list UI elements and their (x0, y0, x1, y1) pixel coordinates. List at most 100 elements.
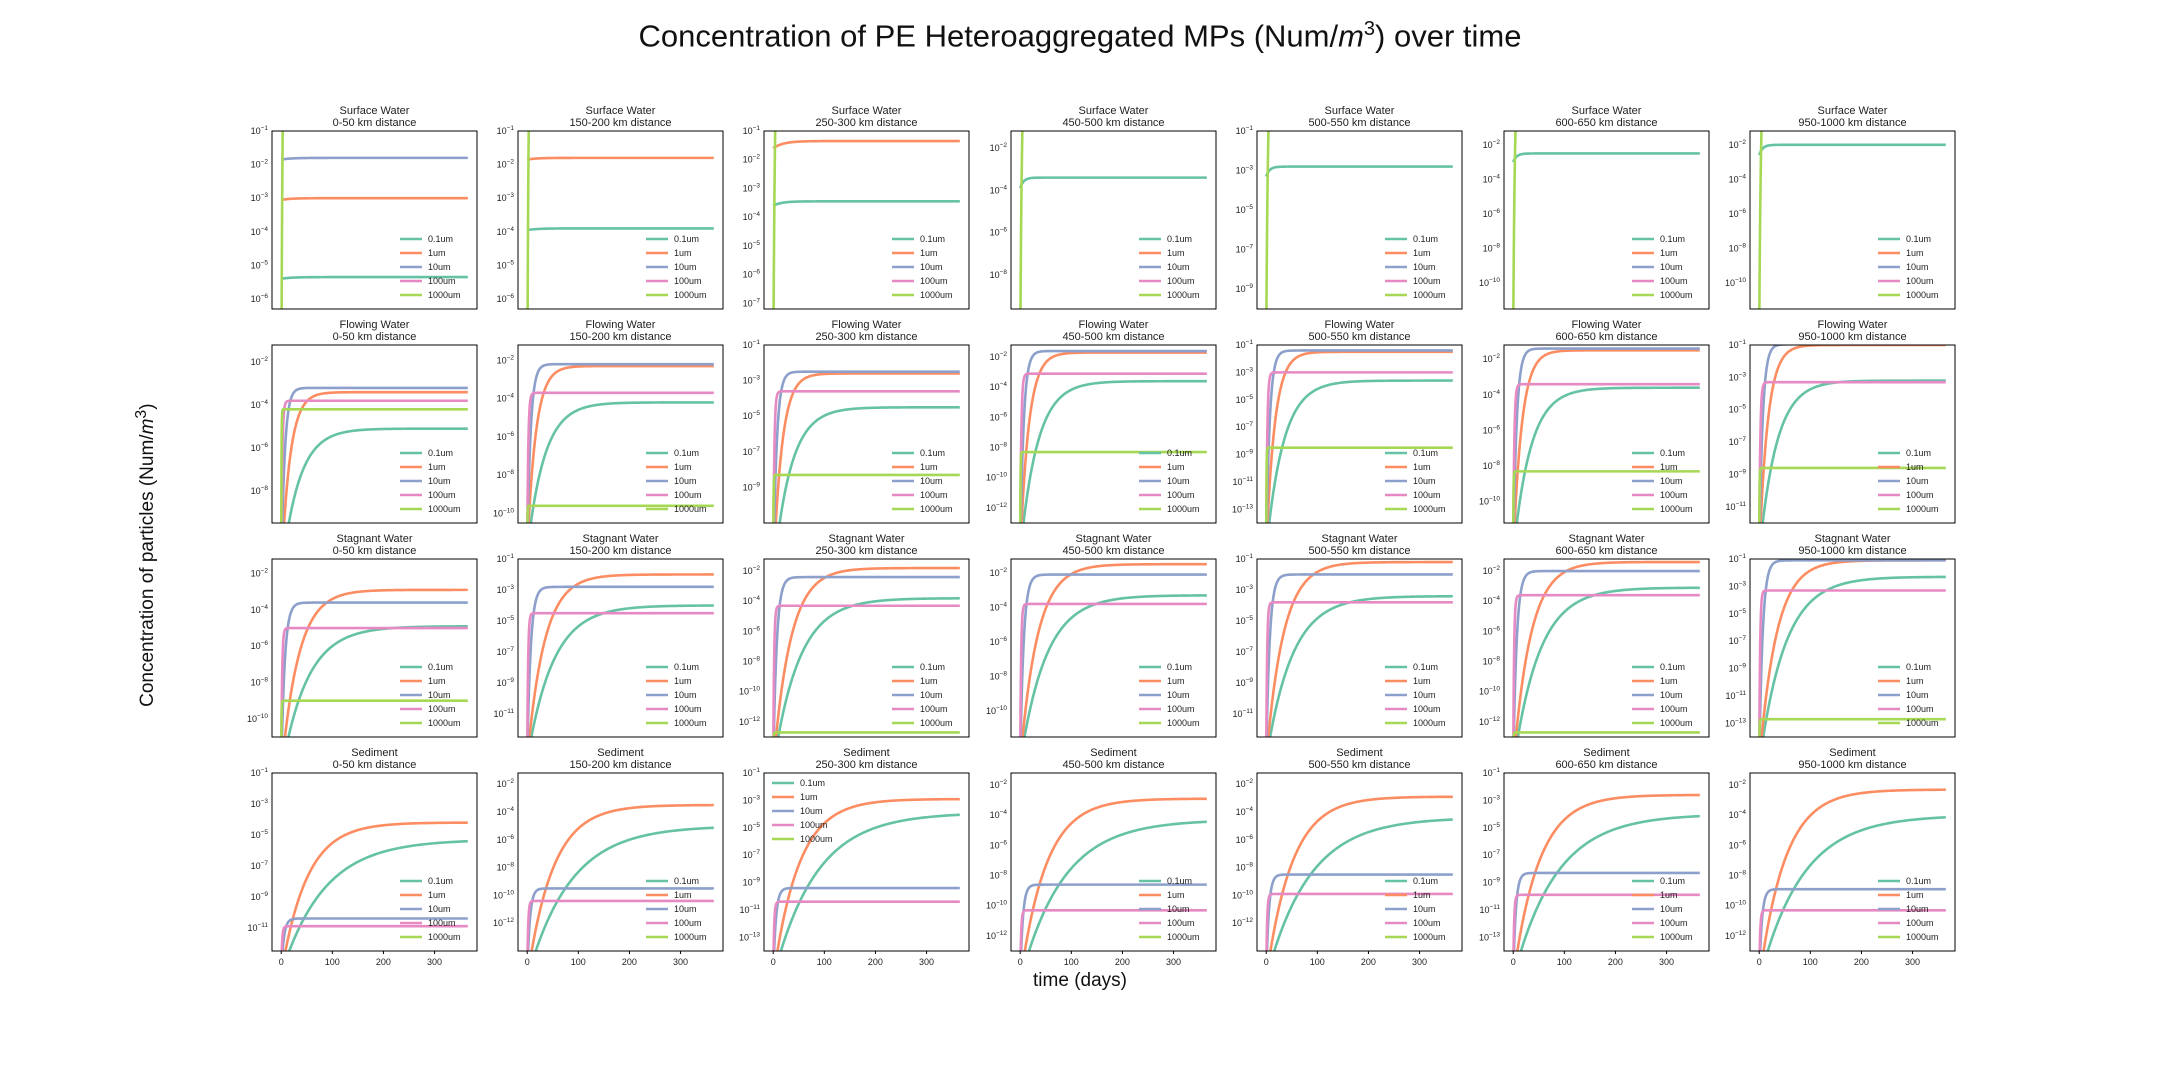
series-line-1um (1516, 793, 1700, 951)
y-tick-exponent: −8 (1493, 243, 1501, 250)
y-tick-label: 10−4 (251, 226, 269, 237)
series-line-100um (526, 611, 714, 737)
y-tick-label: 10−4 (1483, 595, 1501, 606)
y-tick-label: 10−2 (251, 159, 269, 170)
series-line-10um (772, 575, 960, 737)
x-tick-label: 300 (427, 957, 442, 967)
y-tick-exponent: −10 (1242, 889, 1253, 896)
series-line-1um (284, 821, 468, 951)
y-tick-label: 10−9 (1483, 877, 1501, 888)
y-tick-base: 10 (743, 823, 753, 833)
y-tick-label: 10−9 (1236, 677, 1254, 688)
legend: 0.1um 1um 10um 100um 1000um (1385, 234, 1446, 300)
axes-frame (763, 558, 970, 738)
legend-label-1um: 1um (1906, 676, 1924, 686)
y-tick-exponent: −4 (1000, 601, 1008, 608)
y-tick-exponent: −9 (1246, 449, 1254, 456)
y-tick-label: 10−6 (1729, 208, 1747, 219)
y-tick-exponent: −3 (261, 798, 269, 805)
figure-title-suffix: ) over time (1375, 18, 1522, 54)
y-tick-label: 10−3 (497, 584, 515, 595)
axes-frame (271, 772, 478, 952)
y-tick-label: 10−2 (1236, 778, 1254, 789)
series-line-100um (1265, 601, 1453, 737)
y-tick-exponent: −7 (753, 297, 761, 304)
legend: 0.1um 1um 10um 100um 1000um (1632, 662, 1693, 728)
y-tick-base: 10 (743, 411, 753, 421)
series-line-100um (772, 389, 960, 523)
axes-frame (763, 130, 970, 310)
y-tick-label: 10−4 (1483, 173, 1501, 184)
y-tick-base: 10 (251, 486, 261, 496)
series-line-0.1um (1027, 820, 1207, 951)
y-tick-exponent: −8 (261, 677, 269, 684)
y-tick-exponent: −10 (996, 705, 1007, 712)
y-tick-label: 10−10 (986, 472, 1007, 483)
legend-label-1um: 1um (1167, 248, 1185, 258)
y-tick-base: 10 (1483, 174, 1493, 184)
legend-label-1um: 1um (800, 792, 818, 802)
y-tick-base: 10 (497, 227, 507, 237)
legend-label-0.1um: 0.1um (1167, 234, 1192, 244)
y-tick-exponent: −11 (1242, 708, 1253, 715)
series-line-1um (280, 196, 468, 202)
y-tick-exponent: −1 (1246, 125, 1254, 132)
legend-label-1um: 1um (1167, 676, 1185, 686)
y-tick-base: 10 (990, 637, 1000, 647)
y-tick-base: 10 (497, 193, 507, 203)
y-tick-label: 10−2 (1483, 353, 1501, 364)
subplot-subtitle: 0-50 km distance (333, 759, 417, 771)
y-tick-exponent: −12 (1242, 917, 1253, 924)
y-tick-label: 10−5 (251, 829, 269, 840)
y-tick-label: 10−5 (1483, 822, 1501, 833)
series-line-0.1um (1766, 816, 1946, 951)
series-line-10um (1758, 887, 1946, 951)
legend-label-1um: 1um (1906, 462, 1924, 472)
series-line-1um (527, 364, 714, 523)
legend-label-0.1um: 0.1um (1906, 234, 1931, 244)
y-tick-exponent: −13 (1735, 717, 1746, 724)
y-tick-label: 10−12 (1232, 917, 1253, 928)
y-tick-label: 10−3 (1236, 366, 1254, 377)
x-tick-label: 100 (1310, 957, 1325, 967)
x-tick-label: 200 (868, 957, 883, 967)
y-tick-label: 10−1 (743, 339, 761, 350)
y-tick-base: 10 (739, 932, 749, 942)
series-line-1000um (526, 131, 531, 309)
y-tick-exponent: −7 (261, 860, 269, 867)
legend-label-100um: 100um (1167, 704, 1195, 714)
y-tick-exponent: −3 (753, 375, 761, 382)
y-tick-base: 10 (1483, 461, 1493, 471)
y-tick-label: 10−3 (1236, 584, 1254, 595)
y-tick-base: 10 (1483, 657, 1493, 667)
y-tick-exponent: −6 (753, 269, 761, 276)
y-tick-exponent: −7 (1493, 849, 1501, 856)
subplot-title: Sediment (351, 747, 397, 759)
y-tick-exponent: −7 (1246, 646, 1254, 653)
y-tick-exponent: −3 (1493, 794, 1501, 801)
y-tick-label: 10−2 (990, 567, 1008, 578)
y-tick-base: 10 (1729, 664, 1739, 674)
series-line-100um (1512, 382, 1700, 523)
legend-label-0.1um: 0.1um (428, 448, 453, 458)
legend-label-100um: 100um (674, 276, 702, 286)
series-group (280, 386, 468, 523)
y-tick-base: 10 (1236, 245, 1246, 255)
y-tick-label: 10−8 (990, 870, 1008, 881)
y-tick-label: 10−10 (493, 507, 514, 518)
y-tick-exponent: −6 (1000, 411, 1008, 418)
y-tick-base: 10 (1479, 687, 1489, 697)
legend-label-100um: 100um (1906, 918, 1934, 928)
y-tick-label: 10−12 (986, 930, 1007, 941)
y-tick-label: 10−7 (1236, 244, 1254, 255)
legend-label-100um: 100um (428, 490, 456, 500)
legend-label-100um: 100um (1906, 704, 1934, 714)
subplot-subtitle: 950-1000 km distance (1798, 117, 1906, 129)
legend-label-100um: 100um (1167, 918, 1195, 928)
y-tick-label: 10−9 (497, 677, 515, 688)
legend-label-10um: 10um (674, 904, 697, 914)
x-tick-label: 100 (817, 957, 832, 967)
legend-label-1um: 1um (1413, 676, 1431, 686)
